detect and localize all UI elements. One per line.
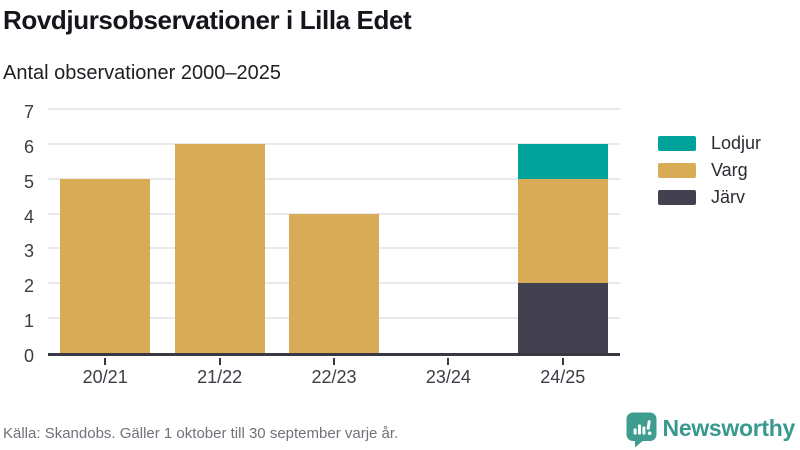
y-tick-label: 1 xyxy=(23,311,34,332)
y-tick-label: 7 xyxy=(23,102,34,122)
newsworthy-bubble-chart-icon xyxy=(626,412,657,448)
source-note: Källa: Skandobs. Gäller 1 oktober till 3… xyxy=(3,425,399,442)
bar-segment-varg-22/23 xyxy=(289,213,379,353)
chart-legend: Lodjur Varg Järv xyxy=(658,130,761,211)
x-tick-label: 22/23 xyxy=(311,367,357,387)
brand-logo: Newsworthy xyxy=(626,412,795,448)
y-axis-labels: 0 1 2 3 4 5 6 7 xyxy=(0,102,40,366)
legend-label: Järv xyxy=(711,187,746,207)
y-tick-label: 5 xyxy=(23,171,34,192)
legend-swatch-varg xyxy=(658,163,696,178)
x-axis-tick xyxy=(104,358,107,365)
bar-segment-varg-24/25 xyxy=(517,178,608,284)
x-tick-label: 21/22 xyxy=(197,367,243,387)
y-tick-label: 0 xyxy=(23,346,34,366)
legend-swatch-järv xyxy=(658,190,696,205)
x-axis-tick xyxy=(561,358,564,365)
legend-label: Varg xyxy=(711,160,748,180)
legend-item-lodjur: Lodjur xyxy=(658,130,761,157)
x-tick-label: 23/24 xyxy=(425,367,471,387)
y-tick-label: 6 xyxy=(23,136,34,157)
y-tick-label: 2 xyxy=(23,276,34,297)
x-axis-tick xyxy=(447,358,450,365)
legend-item-varg: Varg xyxy=(658,157,761,184)
gridline-5 xyxy=(48,177,620,180)
y-tick-label: 4 xyxy=(23,206,34,227)
legend-label: Lodjur xyxy=(711,133,762,153)
legend-swatch-lodjur xyxy=(658,136,696,151)
x-axis-labels: 20/21 21/22 22/23 23/24 24/25 xyxy=(48,356,620,392)
bar-segment-lodjur-24/25 xyxy=(517,143,608,179)
brand-name: Newsworthy xyxy=(662,414,796,441)
x-tick-label: 20/21 xyxy=(82,367,128,387)
x-axis-tick xyxy=(333,358,335,365)
gridline-7 xyxy=(48,108,620,110)
chart-subtitle: Antal observationer 2000–2025 xyxy=(3,62,281,84)
plot-area xyxy=(48,108,620,365)
y-tick-label: 3 xyxy=(23,241,34,262)
gridline-6 xyxy=(48,142,620,145)
x-axis-tick xyxy=(218,358,221,365)
legend-item-järv: Järv xyxy=(658,184,761,211)
x-tick-label: 24/25 xyxy=(540,367,586,387)
bar-segment-varg-20/21 xyxy=(60,178,151,353)
page-title: Rovdjursobservationer i Lilla Edet xyxy=(3,5,412,35)
bar-segment-varg-21/22 xyxy=(174,143,265,353)
bar-segment-järv-24/25 xyxy=(517,283,608,353)
